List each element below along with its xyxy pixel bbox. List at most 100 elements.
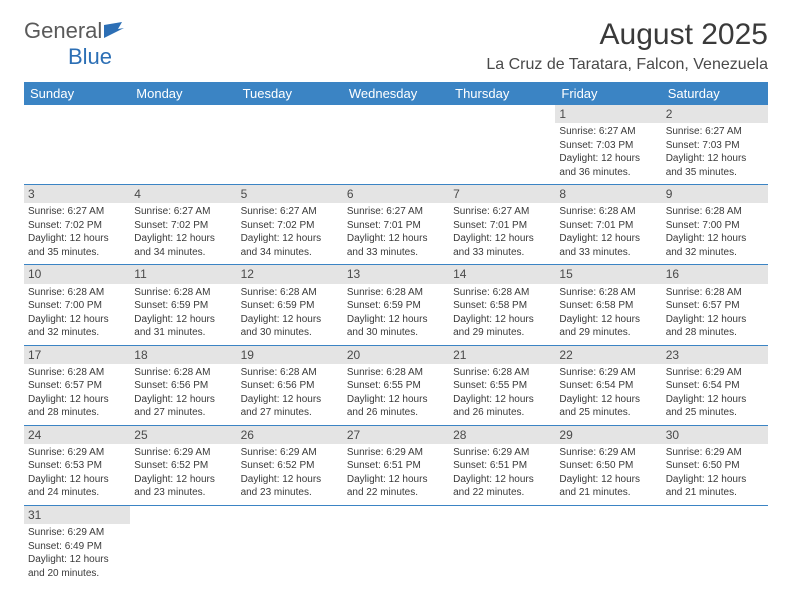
day-detail: and 30 minutes. [347,326,445,340]
calendar-cell: 24Sunrise: 6:29 AMSunset: 6:53 PMDayligh… [24,425,130,505]
calendar-cell: 21Sunrise: 6:28 AMSunset: 6:55 PMDayligh… [449,345,555,425]
day-number: 15 [555,265,661,283]
day-detail: and 28 minutes. [28,406,126,420]
day-detail: Sunrise: 6:29 AM [28,526,126,540]
day-number: 21 [449,346,555,364]
calendar-cell [237,105,343,185]
day-detail: Daylight: 12 hours [453,232,551,246]
calendar-cell: 27Sunrise: 6:29 AMSunset: 6:51 PMDayligh… [343,425,449,505]
calendar-cell [449,505,555,585]
day-detail: Sunset: 6:59 PM [134,299,232,313]
calendar-week: 31Sunrise: 6:29 AMSunset: 6:49 PMDayligh… [24,505,768,585]
day-detail: Sunrise: 6:27 AM [347,205,445,219]
day-number: 1 [555,105,661,123]
day-detail: Sunset: 7:01 PM [347,219,445,233]
day-detail: Daylight: 12 hours [666,473,764,487]
day-number: 12 [237,265,343,283]
day-detail: and 33 minutes. [453,246,551,260]
day-detail: Daylight: 12 hours [241,473,339,487]
flag-icon [104,18,126,44]
day-detail: and 35 minutes. [28,246,126,260]
day-detail: and 27 minutes. [241,406,339,420]
day-detail: and 25 minutes. [559,406,657,420]
day-detail: Sunrise: 6:29 AM [666,446,764,460]
day-detail: Sunrise: 6:29 AM [559,366,657,380]
day-detail: Sunrise: 6:29 AM [559,446,657,460]
day-detail: Daylight: 12 hours [241,313,339,327]
day-detail: and 32 minutes. [666,246,764,260]
day-detail: Daylight: 12 hours [453,473,551,487]
dow-friday: Friday [555,82,661,105]
day-detail: Sunset: 6:57 PM [28,379,126,393]
logo-blue: Blue [68,44,112,69]
day-detail: Sunset: 7:01 PM [559,219,657,233]
calendar-cell: 5Sunrise: 6:27 AMSunset: 7:02 PMDaylight… [237,185,343,265]
day-detail: Sunrise: 6:28 AM [347,286,445,300]
calendar-cell: 18Sunrise: 6:28 AMSunset: 6:56 PMDayligh… [130,345,236,425]
day-number: 3 [24,185,130,203]
day-detail: and 32 minutes. [28,326,126,340]
calendar-cell: 1Sunrise: 6:27 AMSunset: 7:03 PMDaylight… [555,105,661,185]
day-number: 13 [343,265,449,283]
day-detail: and 33 minutes. [347,246,445,260]
day-number: 5 [237,185,343,203]
day-detail: Daylight: 12 hours [28,473,126,487]
day-number: 18 [130,346,236,364]
day-detail: Sunrise: 6:28 AM [134,286,232,300]
day-detail: Daylight: 12 hours [241,393,339,407]
day-detail: Sunrise: 6:29 AM [347,446,445,460]
day-detail: Sunset: 6:55 PM [347,379,445,393]
day-detail: Sunrise: 6:28 AM [134,366,232,380]
calendar-cell: 4Sunrise: 6:27 AMSunset: 7:02 PMDaylight… [130,185,236,265]
day-detail: Sunset: 6:58 PM [453,299,551,313]
day-detail: and 30 minutes. [241,326,339,340]
calendar-cell: 23Sunrise: 6:29 AMSunset: 6:54 PMDayligh… [662,345,768,425]
day-number: 16 [662,265,768,283]
day-detail: Daylight: 12 hours [453,313,551,327]
day-number: 30 [662,426,768,444]
day-detail: Daylight: 12 hours [134,473,232,487]
day-number: 6 [343,185,449,203]
day-detail: Sunset: 6:54 PM [666,379,764,393]
day-detail: Daylight: 12 hours [28,393,126,407]
calendar-cell [237,505,343,585]
day-detail: Sunset: 7:02 PM [134,219,232,233]
day-detail: and 27 minutes. [134,406,232,420]
day-detail: and 33 minutes. [559,246,657,260]
day-detail: Sunset: 6:59 PM [347,299,445,313]
day-detail: and 34 minutes. [134,246,232,260]
day-detail: and 21 minutes. [559,486,657,500]
day-detail: Sunset: 7:02 PM [28,219,126,233]
calendar-cell: 28Sunrise: 6:29 AMSunset: 6:51 PMDayligh… [449,425,555,505]
day-detail: and 23 minutes. [134,486,232,500]
logo-text: General Blue [24,18,126,70]
calendar-cell: 29Sunrise: 6:29 AMSunset: 6:50 PMDayligh… [555,425,661,505]
day-detail: and 20 minutes. [28,567,126,581]
day-detail: Sunset: 6:50 PM [559,459,657,473]
calendar-cell: 6Sunrise: 6:27 AMSunset: 7:01 PMDaylight… [343,185,449,265]
calendar-cell: 19Sunrise: 6:28 AMSunset: 6:56 PMDayligh… [237,345,343,425]
calendar-cell [343,105,449,185]
day-detail: Sunset: 7:03 PM [666,139,764,153]
day-detail: Sunset: 6:58 PM [559,299,657,313]
calendar-cell [555,505,661,585]
calendar-cell: 15Sunrise: 6:28 AMSunset: 6:58 PMDayligh… [555,265,661,345]
day-detail: Daylight: 12 hours [559,313,657,327]
day-detail: and 22 minutes. [347,486,445,500]
day-detail: Sunset: 6:54 PM [559,379,657,393]
day-detail: Sunrise: 6:28 AM [453,366,551,380]
calendar-week: 1Sunrise: 6:27 AMSunset: 7:03 PMDaylight… [24,105,768,185]
day-detail: Sunrise: 6:27 AM [559,125,657,139]
day-detail: and 29 minutes. [453,326,551,340]
day-detail: Sunrise: 6:28 AM [241,366,339,380]
dow-thursday: Thursday [449,82,555,105]
day-detail: Daylight: 12 hours [347,393,445,407]
day-detail: and 28 minutes. [666,326,764,340]
day-detail: Sunset: 6:55 PM [453,379,551,393]
day-number: 26 [237,426,343,444]
calendar-cell: 7Sunrise: 6:27 AMSunset: 7:01 PMDaylight… [449,185,555,265]
calendar-cell [343,505,449,585]
day-number: 4 [130,185,236,203]
header: General Blue August 2025 La Cruz de Tara… [24,18,768,74]
logo: General Blue [24,18,126,70]
